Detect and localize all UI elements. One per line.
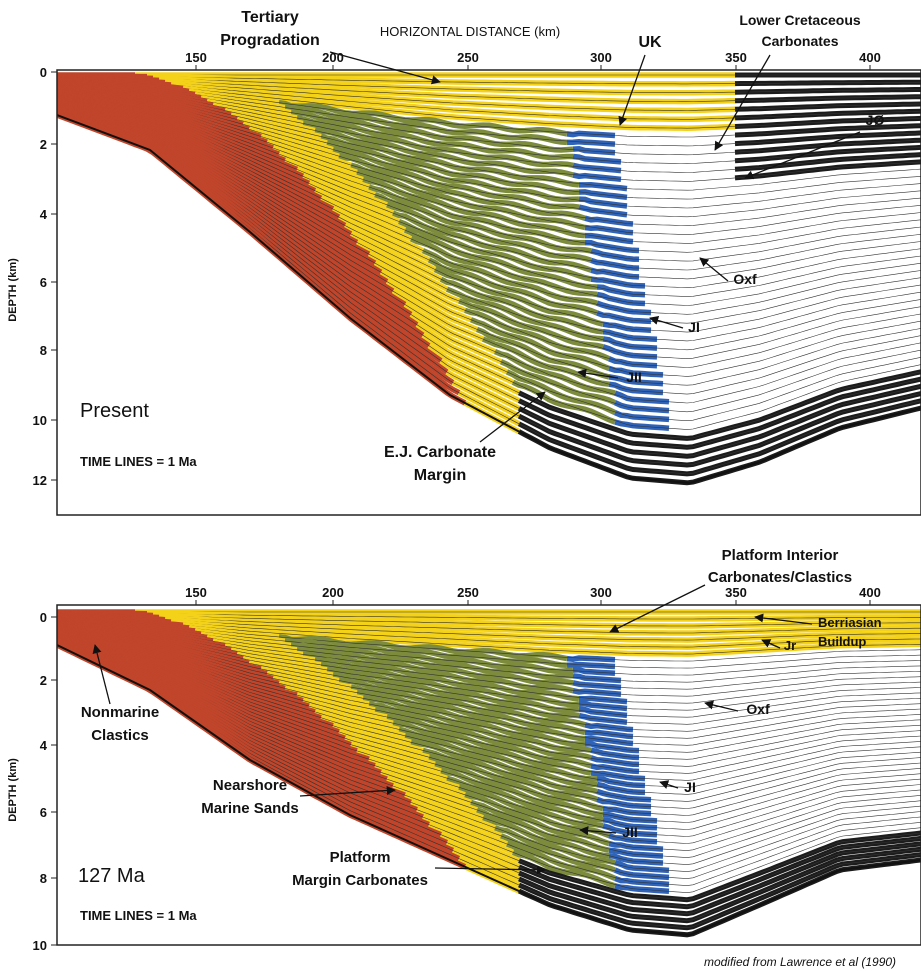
y-tick-label: 8: [40, 871, 47, 886]
annotation: JI: [684, 779, 696, 795]
annotation: Platform Interior: [722, 547, 839, 564]
x-tick-label: 350: [725, 585, 747, 600]
y-axis-title: DEPTH (km): [7, 758, 19, 822]
x-tick-label: 250: [457, 585, 479, 600]
annotation: Berriasian: [818, 615, 882, 630]
annotation: Platform: [330, 849, 391, 866]
y-tick-label: 4: [40, 738, 48, 753]
annotation: Oxf: [746, 701, 770, 717]
section-present: [57, 75, 921, 483]
annotation: Tertiary: [241, 9, 299, 26]
x-tick-label: 150: [185, 585, 207, 600]
annotation: Lower Cretaceous: [739, 12, 861, 28]
annotation: Marine Sands: [201, 800, 299, 817]
annotation: Progradation: [220, 32, 320, 49]
section-127ma: [57, 612, 921, 935]
annotation: JII: [622, 824, 638, 840]
x-tick-label: 400: [859, 50, 881, 65]
annotation: Carbonates: [761, 33, 838, 49]
annotation: TIME LINES = 1 Ma: [80, 908, 197, 923]
annotation: JII: [626, 369, 642, 385]
x-tick-label: 150: [185, 50, 207, 65]
x-tick-label: 400: [859, 585, 881, 600]
annotation: E.J. Carbonate: [384, 444, 496, 461]
annotation: UK: [638, 34, 662, 51]
annotation: 127 Ma: [78, 865, 146, 887]
y-tick-label: 2: [40, 673, 47, 688]
annotation: Nonmarine: [81, 704, 159, 721]
x-axis-title: HORIZONTAL DISTANCE (km): [380, 24, 560, 39]
y-tick-label: 6: [40, 275, 47, 290]
y-tick-label: 10: [33, 938, 47, 953]
y-tick-label: 0: [40, 65, 47, 80]
credit: modified from Lawrence et al (1990): [704, 955, 896, 969]
y-tick-label: 12: [33, 473, 47, 488]
y-tick-label: 10: [33, 413, 47, 428]
annotation: JØ: [866, 112, 885, 128]
x-tick-label: 200: [322, 585, 344, 600]
x-tick-label: 350: [725, 50, 747, 65]
annotation: Jr: [784, 638, 796, 653]
x-tick-label: 300: [590, 50, 612, 65]
annotation: JI: [688, 319, 700, 335]
annotation: TIME LINES = 1 Ma: [80, 454, 197, 469]
annotation: Clastics: [91, 727, 149, 744]
annotation: Oxf: [733, 271, 757, 287]
figure: modified from Lawrence et al (1990) 150 2…: [0, 0, 921, 971]
annotation: Margin Carbonates: [292, 872, 428, 889]
annotation: Buildup: [818, 634, 866, 649]
y-axis-title: DEPTH (km): [7, 258, 19, 322]
annotation: Carbonates/Clastics: [708, 569, 852, 586]
y-tick-label: 0: [40, 610, 47, 625]
y-tick-label: 2: [40, 137, 47, 152]
annotation: Nearshore: [213, 777, 287, 794]
y-tick-label: 8: [40, 343, 47, 358]
y-tick-label: 4: [40, 207, 48, 222]
x-tick-label: 300: [590, 585, 612, 600]
annotation: Present: [80, 400, 149, 422]
y-tick-label: 6: [40, 805, 47, 820]
x-tick-label: 250: [457, 50, 479, 65]
annotation: Margin: [414, 467, 466, 484]
